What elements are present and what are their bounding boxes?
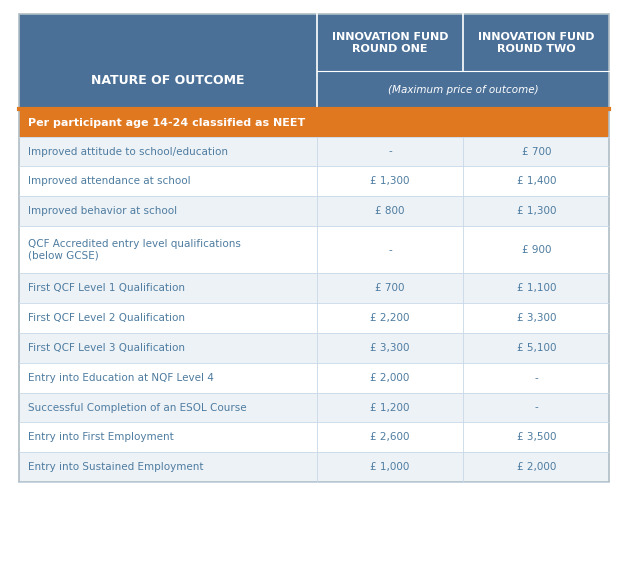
- Text: £ 1,300: £ 1,300: [371, 176, 410, 187]
- Text: INNOVATION FUND
ROUND ONE: INNOVATION FUND ROUND ONE: [332, 32, 448, 53]
- Bar: [19, 273, 609, 303]
- Text: First QCF Level 1 Qualification: First QCF Level 1 Qualification: [28, 283, 185, 293]
- Text: £ 1,100: £ 1,100: [516, 283, 556, 293]
- Text: NATURE OF OUTCOME: NATURE OF OUTCOME: [91, 74, 245, 87]
- Bar: [19, 166, 609, 196]
- Text: £ 3,300: £ 3,300: [371, 343, 410, 353]
- Text: £ 1,000: £ 1,000: [371, 462, 410, 472]
- Text: £ 700: £ 700: [521, 146, 551, 157]
- Text: INNOVATION FUND
ROUND TWO: INNOVATION FUND ROUND TWO: [478, 32, 595, 53]
- Text: -: -: [534, 373, 538, 383]
- Bar: [19, 226, 609, 273]
- Text: £ 700: £ 700: [376, 283, 405, 293]
- Bar: [19, 14, 609, 109]
- Bar: [19, 452, 609, 482]
- Text: (Maximum price of outcome): (Maximum price of outcome): [387, 85, 538, 95]
- Text: -: -: [388, 146, 392, 157]
- Text: £ 2,000: £ 2,000: [517, 462, 556, 472]
- Text: Improved behavior at school: Improved behavior at school: [28, 206, 176, 216]
- Bar: [19, 137, 609, 166]
- Text: £ 1,200: £ 1,200: [371, 402, 410, 413]
- Text: Improved attendance at school: Improved attendance at school: [28, 176, 190, 187]
- Bar: [19, 196, 609, 226]
- Text: £ 3,500: £ 3,500: [516, 432, 556, 443]
- Bar: [19, 393, 609, 422]
- Text: Per participant age 14-24 classified as NEET: Per participant age 14-24 classified as …: [28, 118, 305, 128]
- Bar: [19, 333, 609, 363]
- Bar: [19, 422, 609, 452]
- Text: £ 5,100: £ 5,100: [516, 343, 556, 353]
- Text: £ 2,600: £ 2,600: [371, 432, 410, 443]
- Text: Entry into Sustained Employment: Entry into Sustained Employment: [28, 462, 203, 472]
- Text: QCF Accredited entry level qualifications
(below GCSE): QCF Accredited entry level qualification…: [28, 239, 241, 261]
- Text: -: -: [534, 402, 538, 413]
- Text: £ 2,000: £ 2,000: [371, 373, 410, 383]
- Text: £ 1,300: £ 1,300: [516, 206, 556, 216]
- Bar: [19, 363, 609, 393]
- Text: £ 1,400: £ 1,400: [516, 176, 556, 187]
- Text: £ 3,300: £ 3,300: [516, 313, 556, 323]
- Text: £ 2,200: £ 2,200: [371, 313, 410, 323]
- Bar: [19, 14, 609, 482]
- Bar: [19, 109, 609, 137]
- Text: First QCF Level 3 Qualification: First QCF Level 3 Qualification: [28, 343, 185, 353]
- Text: Entry into First Employment: Entry into First Employment: [28, 432, 173, 443]
- Text: Entry into Education at NQF Level 4: Entry into Education at NQF Level 4: [28, 373, 214, 383]
- Text: £ 900: £ 900: [521, 245, 551, 255]
- Text: -: -: [388, 245, 392, 255]
- Text: £ 800: £ 800: [376, 206, 405, 216]
- Text: Successful Completion of an ESOL Course: Successful Completion of an ESOL Course: [28, 402, 246, 413]
- Text: Improved attitude to school/education: Improved attitude to school/education: [28, 146, 227, 157]
- Text: First QCF Level 2 Qualification: First QCF Level 2 Qualification: [28, 313, 185, 323]
- Bar: [19, 303, 609, 333]
